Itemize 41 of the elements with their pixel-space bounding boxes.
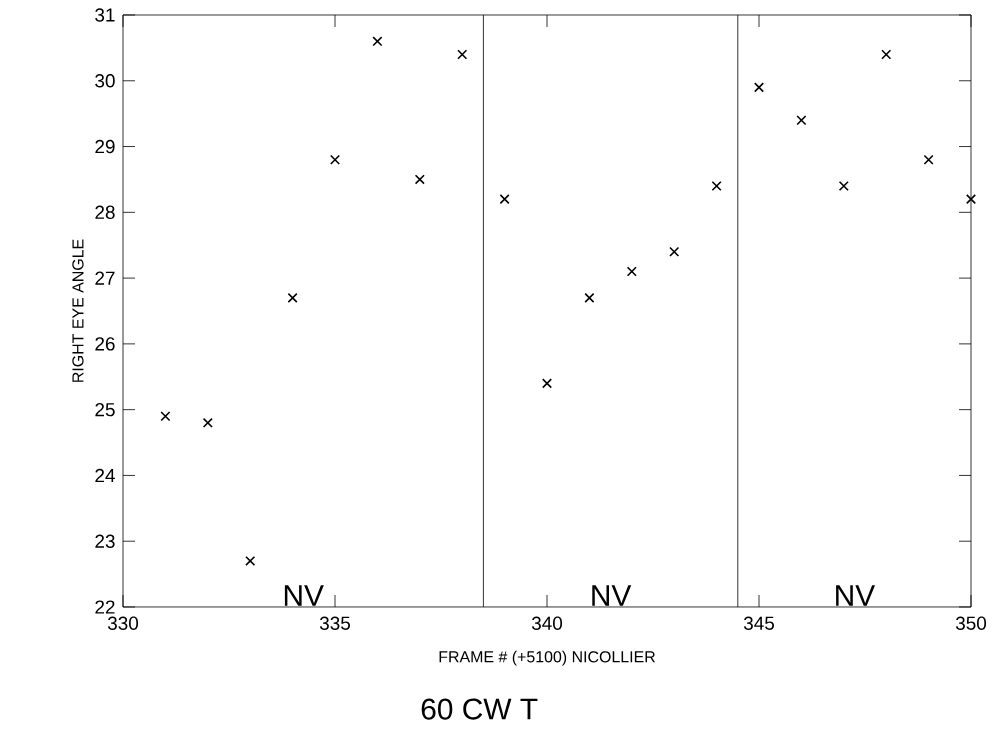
y-tick-label: 24 [95, 468, 115, 483]
point [669, 246, 680, 257]
y-tick-label: 22 [95, 600, 115, 614]
point [457, 49, 468, 60]
point [202, 417, 213, 428]
point [923, 154, 934, 165]
x-tick-label: 350 [955, 616, 987, 630]
point [796, 115, 807, 126]
point [499, 194, 510, 205]
point [711, 180, 722, 192]
point [287, 292, 298, 303]
y-tick-label: 27 [95, 271, 115, 285]
y-tick-label: 26 [95, 337, 115, 351]
x-axis-title: FRAME # (+5100) NICOLLIER [439, 650, 655, 666]
point [160, 411, 171, 422]
y-tick-label: 25 [95, 402, 115, 417]
point [881, 49, 892, 60]
x-tick-label: 335 [319, 616, 350, 630]
y-axis-title: RIGHT EYE ANGLE [72, 239, 84, 382]
point [838, 180, 849, 192]
x-tick-label: 345 [743, 616, 774, 630]
point [245, 555, 256, 566]
y-tick-label: 23 [95, 534, 115, 548]
x-tick-label: 340 [531, 616, 563, 630]
annotation: NV [836, 585, 876, 606]
point [584, 292, 595, 303]
y-tick-label: 31 [95, 8, 115, 22]
point [372, 36, 383, 47]
point [541, 378, 553, 389]
x-tick-label: 330 [107, 616, 139, 630]
annotation: NV [592, 585, 632, 606]
point [626, 266, 637, 277]
point [414, 174, 425, 185]
annotation: NV [284, 585, 324, 606]
y-tick-label: 30 [95, 74, 115, 88]
point [329, 154, 341, 165]
point [753, 82, 765, 93]
y-tick-label: 28 [95, 205, 115, 220]
point [965, 194, 977, 205]
y-tick-label: 29 [95, 139, 115, 154]
text: 60 CW T [421, 698, 538, 720]
